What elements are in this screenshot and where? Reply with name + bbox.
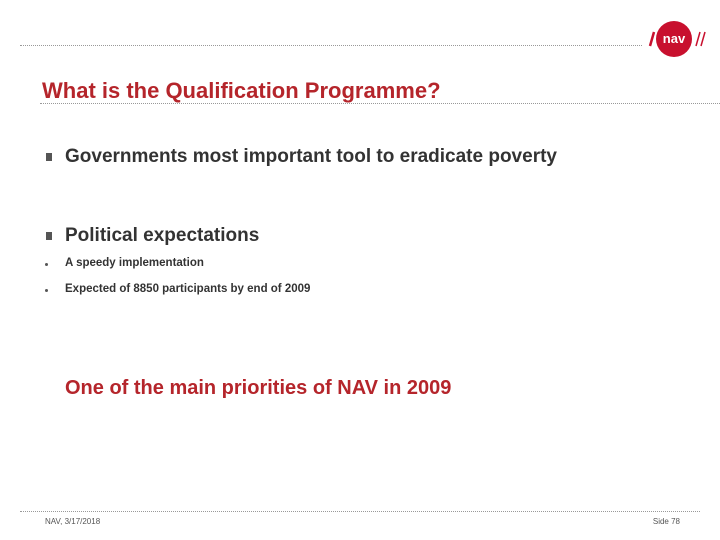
logo-text: nav — [663, 31, 686, 46]
bullet: Governments most important tool to eradi… — [65, 146, 557, 167]
bullet: Political expectations — [65, 225, 260, 246]
logo: nav — [648, 21, 706, 57]
sub-bullet-marker — [45, 263, 48, 266]
footer-left: NAV, 3/17/2018 — [45, 517, 101, 526]
bullet-marker — [46, 232, 52, 240]
rule — [20, 511, 700, 512]
rule — [20, 45, 642, 46]
sub-bullet: A speedy implementation — [65, 257, 204, 269]
title: What is the Qualification Programme? — [42, 78, 441, 103]
footer-right: Side 78 — [652, 517, 680, 526]
sub-bullet-marker — [45, 289, 48, 292]
highlight: One of the main priorities of NAV in 200… — [65, 377, 452, 399]
sub-bullet: Expected of 8850 participants by end of … — [65, 283, 311, 295]
rule — [40, 103, 720, 104]
bullet-marker — [46, 153, 52, 161]
